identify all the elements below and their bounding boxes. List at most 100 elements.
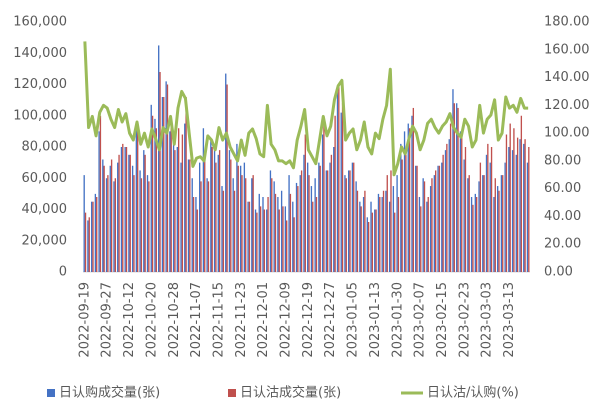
bar	[107, 175, 109, 272]
bar	[367, 222, 370, 272]
bar	[446, 143, 448, 272]
bar	[364, 190, 366, 272]
bar	[349, 170, 351, 272]
bar	[263, 209, 266, 272]
bar	[150, 104, 152, 272]
bar	[511, 150, 514, 272]
bar	[198, 162, 201, 272]
bar	[84, 212, 87, 272]
bar	[102, 159, 104, 272]
bar	[318, 162, 320, 272]
bar	[226, 84, 228, 272]
bar	[474, 193, 476, 272]
bar	[485, 154, 488, 272]
y-tick-label: 0	[59, 265, 67, 280]
bar	[509, 123, 511, 272]
bar	[452, 89, 454, 272]
bar	[187, 159, 190, 272]
bar	[262, 197, 264, 272]
bar	[330, 154, 333, 272]
bar	[124, 147, 126, 272]
bar	[189, 159, 191, 272]
bar	[117, 162, 119, 272]
x-tick-label: 2022-12-27	[323, 282, 338, 358]
bar	[146, 175, 149, 272]
bar	[333, 147, 335, 272]
bar	[176, 147, 178, 272]
x-tick-label: 2022-10-12	[122, 282, 137, 358]
bar	[467, 178, 469, 272]
bar	[314, 178, 316, 272]
bar	[114, 178, 117, 272]
bar	[353, 162, 355, 272]
bar	[360, 206, 362, 272]
bar	[280, 190, 283, 272]
bar	[140, 178, 143, 272]
bar	[325, 170, 327, 272]
bar	[154, 118, 156, 272]
bar	[381, 197, 383, 272]
bar	[161, 97, 164, 272]
bar	[169, 131, 171, 272]
bar	[172, 143, 175, 272]
bar	[241, 175, 243, 272]
bar	[502, 175, 504, 272]
bar	[88, 217, 90, 272]
bar	[165, 81, 167, 272]
bar	[204, 159, 206, 272]
x-tick-label: 2023-01-30	[390, 282, 405, 358]
bar	[215, 162, 217, 272]
bar	[239, 165, 242, 272]
bar	[191, 178, 193, 272]
bar	[407, 123, 409, 272]
bar	[312, 201, 314, 272]
bar	[412, 107, 415, 272]
bar	[472, 204, 474, 272]
bar	[461, 134, 463, 272]
bar	[184, 123, 186, 272]
bar	[278, 209, 280, 272]
bar	[479, 162, 482, 272]
bar	[437, 165, 439, 272]
bar	[321, 134, 324, 272]
x-tick-label: 2022-12-09	[279, 282, 294, 358]
bar	[504, 162, 506, 272]
bar	[388, 201, 391, 272]
bar	[375, 209, 377, 272]
bar	[128, 154, 130, 272]
bar	[259, 206, 262, 272]
x-tick-label: 2022-09-27	[100, 282, 115, 358]
bar	[256, 212, 258, 272]
bar	[222, 190, 225, 272]
y-tick-label: 80,000	[22, 140, 68, 155]
y2-tick-label: 160.00	[544, 42, 590, 57]
bar	[356, 190, 359, 272]
bar	[403, 131, 406, 272]
bar	[386, 175, 388, 272]
bar	[243, 162, 246, 272]
bar	[362, 197, 365, 272]
bar	[96, 197, 98, 272]
bar	[105, 178, 108, 272]
bar	[304, 134, 306, 272]
bar	[340, 112, 342, 272]
y-tick-label: 60,000	[22, 171, 68, 186]
bar	[177, 128, 180, 272]
bar	[347, 170, 350, 272]
x-tick-label: 2023-02-15	[435, 282, 450, 358]
bar	[444, 150, 447, 272]
y2-tick-label: 140.00	[544, 70, 590, 85]
bar	[382, 190, 385, 272]
bar	[113, 181, 115, 272]
bar	[274, 193, 277, 272]
y-tick-label: 40,000	[22, 202, 68, 217]
bar	[470, 197, 473, 272]
bar	[303, 154, 305, 272]
bar	[426, 201, 428, 272]
bar	[196, 209, 198, 272]
bar	[411, 115, 413, 272]
bar	[396, 175, 398, 272]
bar	[210, 139, 212, 272]
bar	[273, 181, 275, 272]
bar	[185, 97, 187, 272]
